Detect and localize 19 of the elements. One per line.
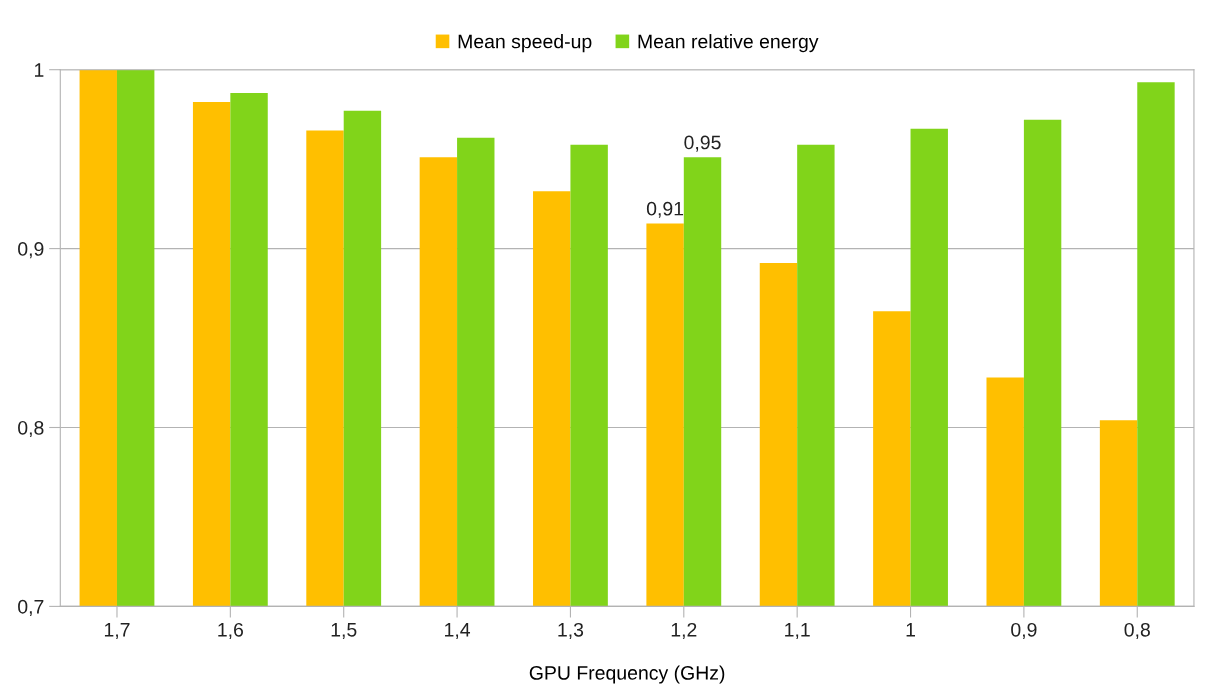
x-axis-title: GPU Frequency (GHz) <box>529 665 725 684</box>
legend-label: Mean speed-up <box>458 34 592 53</box>
x-tick-label: 1,1 <box>785 623 810 639</box>
data-label: 0,91 <box>646 201 684 218</box>
x-tick-label: 0,9 <box>1011 622 1037 639</box>
x-tick-label: 1,2 <box>671 622 697 639</box>
x-tick-label: 1,3 <box>558 622 584 639</box>
x-tick-label: 1,4 <box>445 623 471 639</box>
x-tick-label: 1,6 <box>218 622 244 639</box>
x-tick-label: 1,5 <box>331 623 357 639</box>
x-tick-label: 1 <box>906 623 915 637</box>
x-tick-label: 1,7 <box>104 623 130 639</box>
y-tick-label: 0,7 <box>18 599 44 616</box>
y-tick-label: 1 <box>35 63 44 77</box>
x-tick-label: 0,8 <box>1124 622 1150 639</box>
y-tick-label: 0,9 <box>18 242 44 259</box>
legend-label: Mean relative energy <box>638 34 819 53</box>
y-tick-label: 0,8 <box>18 420 44 438</box>
data-label: 0,95 <box>684 135 721 152</box>
